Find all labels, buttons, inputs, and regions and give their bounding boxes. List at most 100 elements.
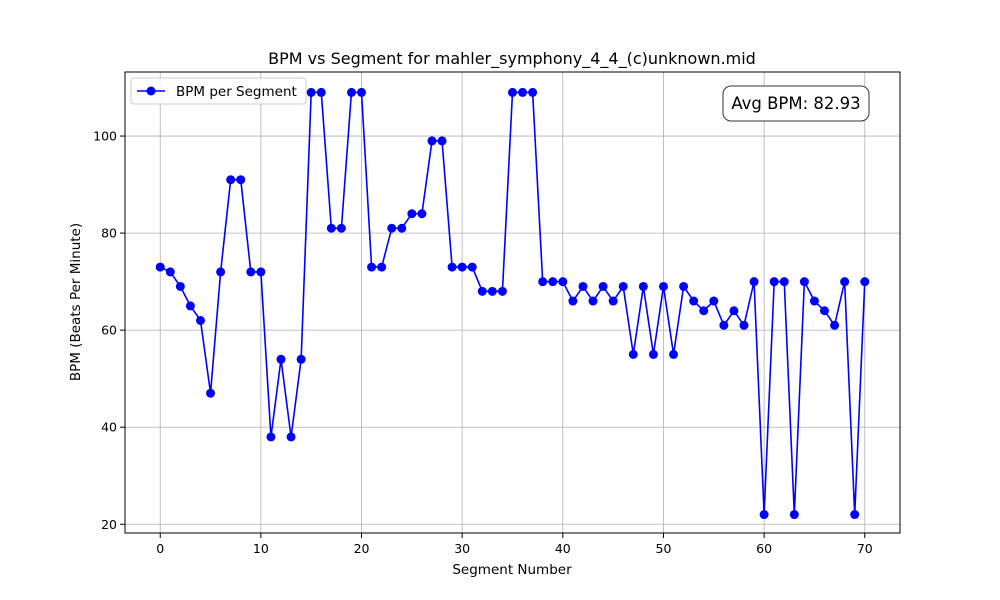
data-point bbox=[528, 87, 538, 97]
data-point bbox=[679, 281, 689, 291]
data-point bbox=[336, 223, 346, 233]
x-tick-label: 70 bbox=[857, 541, 873, 556]
data-point bbox=[709, 296, 719, 306]
data-point bbox=[477, 286, 487, 296]
data-point bbox=[739, 320, 749, 330]
data-point bbox=[799, 277, 809, 287]
data-point bbox=[316, 87, 326, 97]
data-points bbox=[155, 87, 870, 520]
legend: BPM per Segment bbox=[130, 77, 307, 105]
y-tick-label: 100 bbox=[93, 129, 117, 144]
data-point bbox=[397, 223, 407, 233]
data-point bbox=[266, 432, 276, 442]
x-tick-label: 60 bbox=[756, 541, 772, 556]
y-tick-label: 40 bbox=[101, 420, 117, 435]
data-point bbox=[387, 223, 397, 233]
data-point bbox=[699, 306, 709, 316]
data-point bbox=[850, 510, 860, 520]
data-point bbox=[840, 277, 850, 287]
data-point bbox=[538, 277, 548, 287]
data-point bbox=[638, 281, 648, 291]
data-point bbox=[669, 349, 679, 359]
data-point bbox=[296, 354, 306, 364]
data-point bbox=[860, 277, 870, 287]
data-point bbox=[618, 281, 628, 291]
data-point bbox=[175, 281, 185, 291]
data-point bbox=[548, 277, 558, 287]
axis-ticks: 0 10 20 30 40 50 60 70 20 40 60 80 100 bbox=[93, 129, 873, 556]
data-point bbox=[155, 262, 165, 272]
data-point bbox=[719, 320, 729, 330]
data-point bbox=[457, 262, 467, 272]
plot-frame bbox=[124, 71, 901, 534]
data-point bbox=[769, 277, 779, 287]
data-point bbox=[357, 87, 367, 97]
x-tick-label: 40 bbox=[555, 541, 571, 556]
y-tick-label: 60 bbox=[101, 323, 117, 338]
data-point bbox=[759, 510, 769, 520]
grid-lines bbox=[125, 72, 900, 533]
data-point bbox=[658, 281, 668, 291]
data-point bbox=[608, 296, 618, 306]
data-point bbox=[417, 209, 427, 219]
data-point bbox=[306, 87, 316, 97]
data-point bbox=[789, 510, 799, 520]
data-point bbox=[628, 349, 638, 359]
data-point bbox=[487, 286, 497, 296]
data-point bbox=[286, 432, 296, 442]
data-point bbox=[367, 262, 377, 272]
data-point bbox=[809, 296, 819, 306]
data-point bbox=[598, 281, 608, 291]
data-point bbox=[568, 296, 578, 306]
chart-title: BPM vs Segment for mahler_symphony_4_4_(… bbox=[268, 49, 756, 69]
data-point bbox=[185, 301, 195, 311]
legend-label: BPM per Segment bbox=[176, 84, 297, 100]
data-point bbox=[467, 262, 477, 272]
x-tick-label: 30 bbox=[454, 541, 470, 556]
data-point bbox=[437, 136, 447, 146]
data-point bbox=[407, 209, 417, 219]
data-point bbox=[377, 262, 387, 272]
data-point bbox=[195, 315, 205, 325]
y-tick-label: 20 bbox=[101, 517, 117, 532]
data-point bbox=[689, 296, 699, 306]
data-point bbox=[447, 262, 457, 272]
x-tick-label: 20 bbox=[354, 541, 370, 556]
data-point bbox=[256, 267, 266, 277]
data-point bbox=[326, 223, 336, 233]
data-point bbox=[246, 267, 256, 277]
legend-box bbox=[130, 77, 307, 105]
legend-marker-swatch bbox=[146, 86, 156, 96]
data-point bbox=[165, 267, 175, 277]
data-point bbox=[779, 277, 789, 287]
data-point bbox=[518, 87, 528, 97]
data-point bbox=[588, 296, 598, 306]
x-tick-label: 0 bbox=[156, 541, 164, 556]
data-point bbox=[226, 175, 236, 185]
data-point bbox=[276, 354, 286, 364]
y-tick-label: 80 bbox=[101, 226, 117, 241]
data-point bbox=[216, 267, 226, 277]
data-point bbox=[749, 277, 759, 287]
x-tick-label: 50 bbox=[656, 541, 672, 556]
annotation-text: Avg BPM: 82.93 bbox=[731, 94, 860, 113]
y-axis-label: BPM (Beats Per Minute) bbox=[68, 223, 84, 381]
data-point bbox=[346, 87, 356, 97]
data-point bbox=[497, 286, 507, 296]
x-tick-label: 10 bbox=[253, 541, 269, 556]
data-point bbox=[578, 281, 588, 291]
data-point bbox=[427, 136, 437, 146]
annotation-box bbox=[722, 85, 870, 122]
data-point bbox=[206, 388, 216, 398]
data-point bbox=[729, 306, 739, 316]
data-point bbox=[820, 306, 830, 316]
avg-bpm-annotation: Avg BPM: 82.93 bbox=[722, 85, 870, 122]
data-point bbox=[236, 175, 246, 185]
series-bpm-per-segment bbox=[155, 87, 870, 520]
data-point bbox=[648, 349, 658, 359]
data-point bbox=[558, 277, 568, 287]
x-axis-label: Segment Number bbox=[452, 562, 572, 578]
data-point bbox=[830, 320, 840, 330]
data-point bbox=[508, 87, 517, 97]
